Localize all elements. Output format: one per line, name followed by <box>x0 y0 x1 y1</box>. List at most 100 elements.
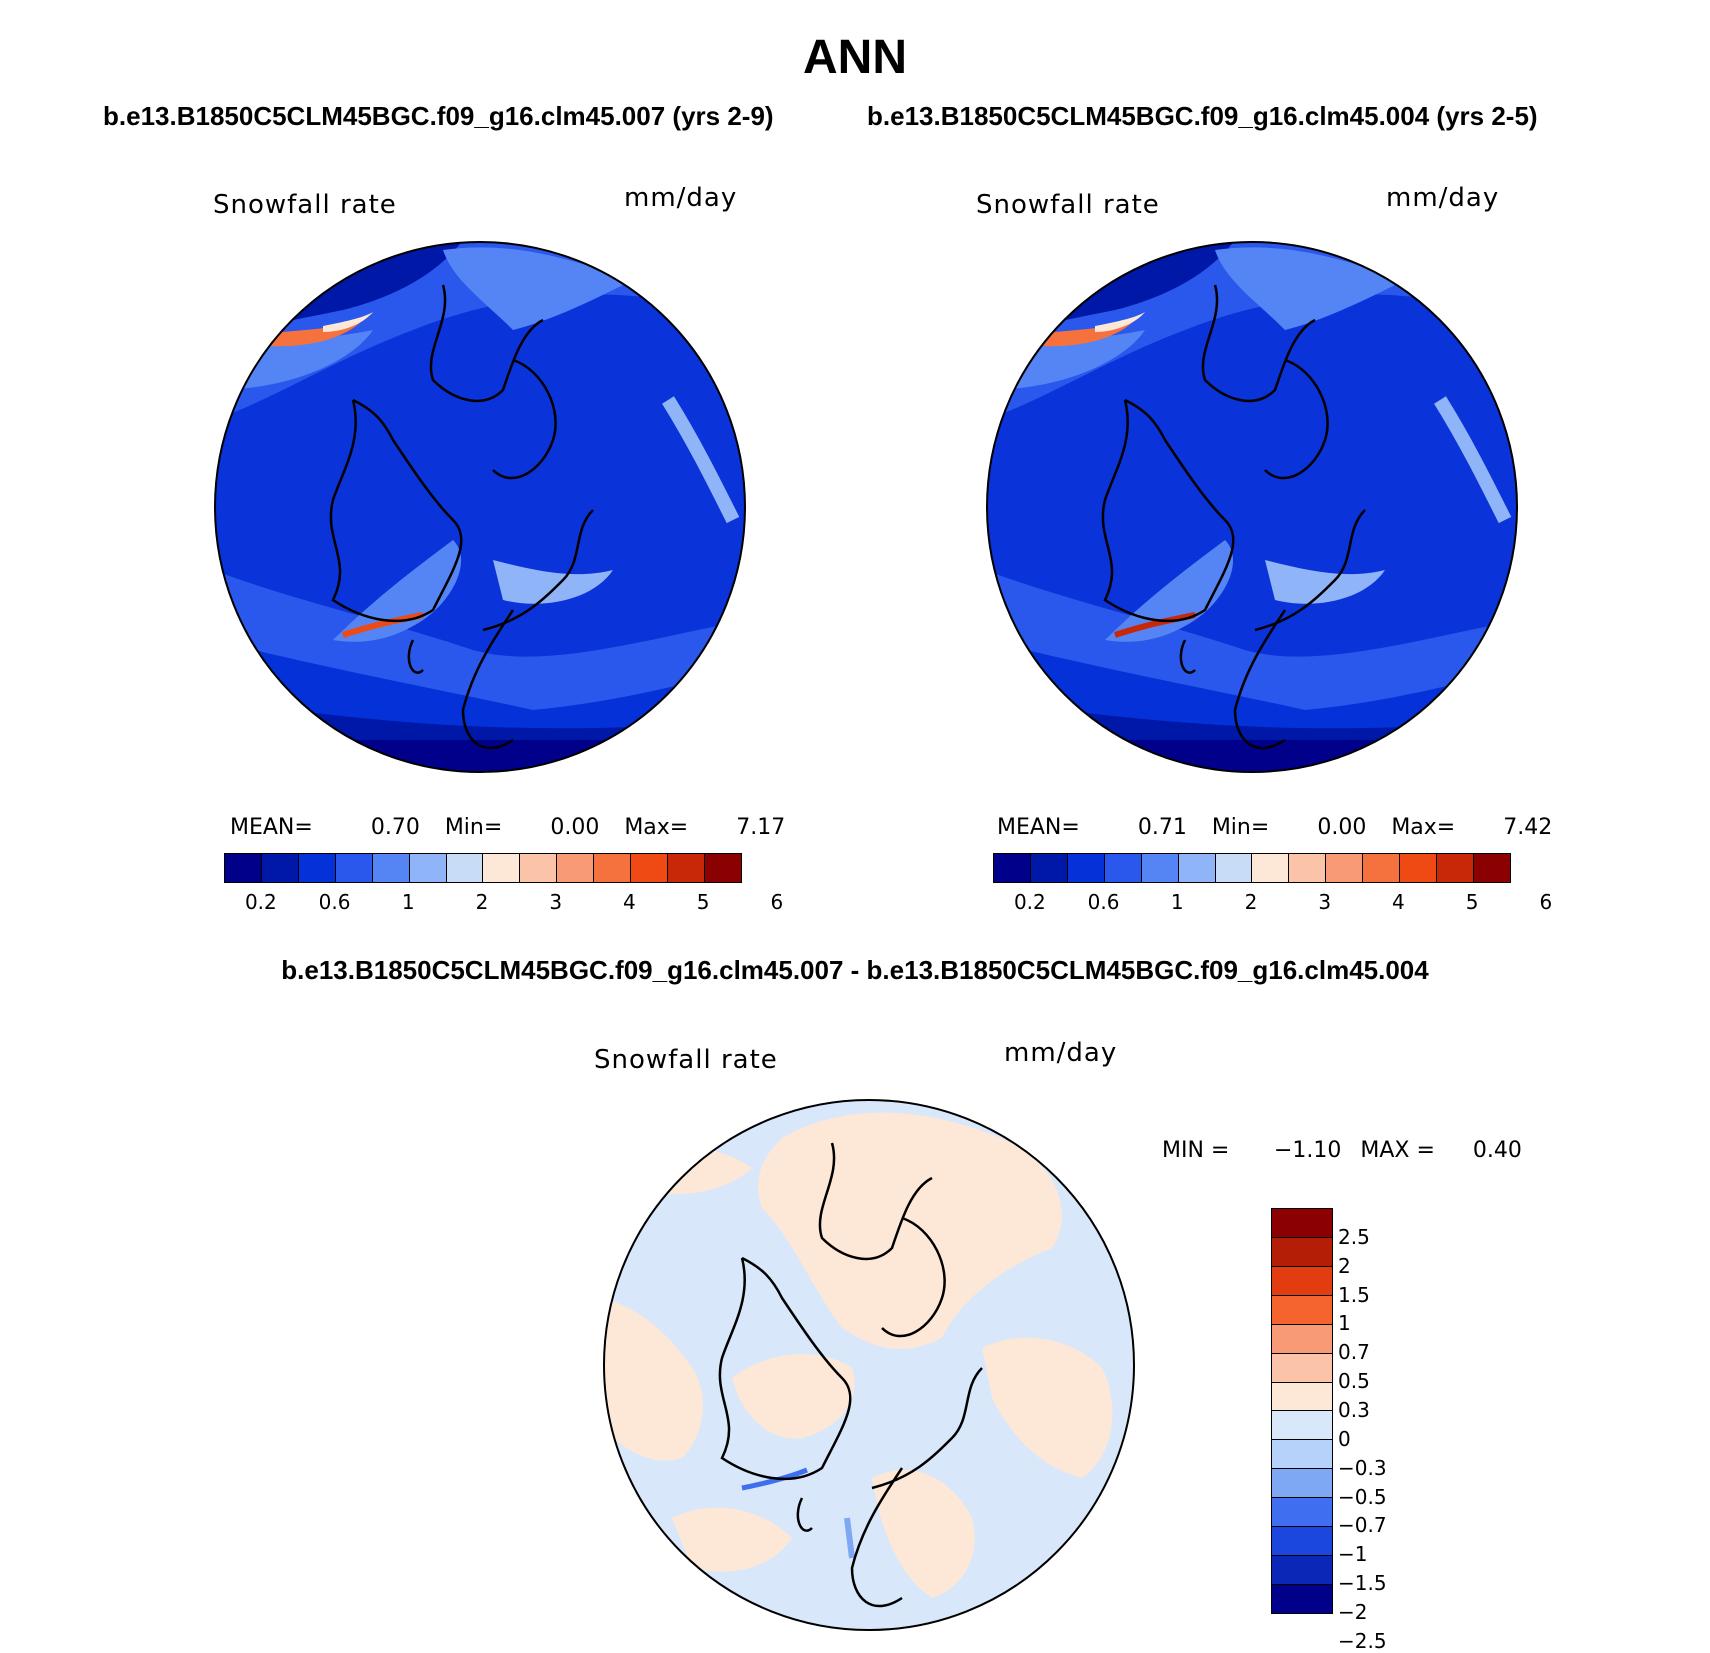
colorbar-tick-label: 4 <box>1392 890 1405 914</box>
colorbar-swatch <box>372 854 410 882</box>
colorbar-swatch <box>446 854 484 882</box>
colorbar-swatch <box>1272 1382 1332 1412</box>
colorbar-tick-label: 4 <box>623 890 636 914</box>
colorbar-tick-label: 5 <box>1465 890 1479 914</box>
left-units-label: mm/day <box>624 183 738 213</box>
colorbar-swatch <box>1272 1556 1332 1585</box>
colorbar-swatch <box>1178 854 1216 882</box>
colorbar-tick-label: 2 <box>1338 1253 1351 1278</box>
colorbar-tick-label: 2 <box>475 890 489 914</box>
colorbar-tick-label: −0.7 <box>1338 1513 1387 1538</box>
colorbar-tick-label: 0.7 <box>1338 1340 1370 1365</box>
colorbar-tick-label: 0.2 <box>1013 890 1046 914</box>
colorbar-tick-label: −2.5 <box>1338 1628 1387 1653</box>
colorbar-tick-label: 6 <box>770 890 784 914</box>
diff-max-label: MAX = <box>1360 1138 1435 1163</box>
colorbar-tick-label: −1.5 <box>1338 1571 1387 1596</box>
colorbar-tick-label: −1 <box>1338 1542 1368 1567</box>
colorbar-swatch <box>557 854 595 882</box>
colorbar-swatch <box>631 854 669 882</box>
snowfall-difference-map <box>603 1099 1135 1631</box>
colorbar-swatch <box>335 854 373 882</box>
colorbar-swatch <box>1141 854 1179 882</box>
left-stats: MEAN= 0.70 Min= 0.00 Max= 7.17 <box>230 815 785 840</box>
panel-left-header: b.e13.B1850C5CLM45BGC.f09_g16.clm45.007 … <box>103 101 774 131</box>
colorbar-swatch <box>1400 854 1438 882</box>
left-variable-label: Snowfall rate <box>213 190 397 220</box>
colorbar-tick-label: 3 <box>549 890 563 914</box>
colorbar-swatch <box>1272 1498 1332 1528</box>
colorbar-swatch <box>1215 854 1253 882</box>
left-mean-value: 0.70 <box>370 815 420 840</box>
right-units-label: mm/day <box>1386 183 1500 213</box>
diff-units-label: mm/day <box>1004 1038 1118 1068</box>
snowfall-map-right <box>986 241 1518 773</box>
colorbar-swatch <box>1272 1237 1332 1267</box>
colorbar-swatch <box>1272 1266 1332 1296</box>
right-mean-label: MEAN= <box>997 815 1080 840</box>
right-min-label: Min= <box>1211 815 1270 840</box>
colorbar-swatch <box>483 854 521 882</box>
left-max-value: 7.17 <box>736 815 786 840</box>
colorbar-tick-label: 0.6 <box>318 890 351 914</box>
colorbar-tick-label: 0.2 <box>244 890 277 914</box>
colorbar-left <box>224 853 742 883</box>
colorbar-swatch <box>520 854 558 882</box>
colorbar-swatch <box>1272 1527 1332 1557</box>
colorbar-tick-label: 1 <box>401 890 415 914</box>
colorbar-swatch <box>1067 854 1105 882</box>
diff-min-value: −1.10 <box>1273 1138 1342 1163</box>
right-mean-value: 0.71 <box>1137 815 1187 840</box>
colorbar-difference-labels: 2.5 2 1.5 1 0.7 0.5 0.3 0 −0.3 −0.5 −0.7 −1 −1.5 −2 −2… <box>1338 1208 1418 1653</box>
colorbar-tick-label: 6 <box>1539 890 1553 914</box>
colorbar-swatch <box>1272 1324 1332 1354</box>
colorbar-swatch <box>1272 1469 1332 1499</box>
colorbar-tick-label: −0.3 <box>1338 1455 1387 1480</box>
panel-diff-header: b.e13.B1850C5CLM45BGC.f09_g16.clm45.007 … <box>281 955 1429 985</box>
colorbar-tick-label: 5 <box>696 890 710 914</box>
colorbar-swatch <box>1437 854 1474 882</box>
colorbar-swatch <box>1272 1411 1332 1441</box>
colorbar-tick-label: 0.3 <box>1338 1398 1370 1422</box>
right-max-label: Max= <box>1391 815 1456 840</box>
colorbar-swatch <box>1272 1440 1332 1470</box>
right-stats: MEAN= 0.71 Min= 0.00 Max= 7.42 <box>997 815 1552 840</box>
colorbar-swatch <box>1289 854 1327 882</box>
right-variable-label: Snowfall rate <box>976 190 1160 220</box>
diff-stats: MIN = −1.10 MAX = 0.40 <box>1162 1138 1522 1163</box>
diff-min-label: MIN = <box>1162 1138 1230 1163</box>
right-min-value: 0.00 <box>1317 815 1367 840</box>
colorbar-swatch <box>704 854 741 882</box>
left-min-label: Min= <box>444 815 503 840</box>
colorbar-swatch <box>668 854 705 882</box>
colorbar-tick-label: 1 <box>1170 890 1184 914</box>
colorbar-right <box>993 853 1511 883</box>
colorbar-tick-label: 1 <box>1338 1311 1351 1336</box>
colorbar-tick-label: −0.5 <box>1338 1484 1387 1509</box>
left-mean-label: MEAN= <box>230 815 313 840</box>
colorbar-left-labels: 0.2 0.6 1 2 3 4 5 6 <box>224 890 783 916</box>
colorbar-swatch <box>1252 854 1290 882</box>
colorbar-swatch <box>225 854 262 882</box>
colorbar-swatch <box>1104 854 1142 882</box>
right-max-value: 7.42 <box>1503 815 1553 840</box>
diff-variable-label: Snowfall rate <box>594 1045 778 1075</box>
colorbar-swatch <box>1473 854 1510 882</box>
left-max-label: Max= <box>624 815 689 840</box>
colorbar-tick-label: 0.6 <box>1087 890 1120 914</box>
colorbar-swatch <box>1363 854 1401 882</box>
colorbar-swatch <box>409 854 447 882</box>
panel-right-header: b.e13.B1850C5CLM45BGC.f09_g16.clm45.004 … <box>867 101 1538 131</box>
colorbar-swatch <box>594 854 632 882</box>
left-min-value: 0.00 <box>550 815 600 840</box>
colorbar-swatch <box>994 854 1031 882</box>
colorbar-swatch <box>1272 1584 1332 1613</box>
colorbar-tick-label: 2 <box>1244 890 1258 914</box>
colorbar-tick-label: 2.5 <box>1338 1224 1370 1249</box>
colorbar-tick-label: −2 <box>1338 1600 1368 1624</box>
figure-title: ANN <box>803 31 907 84</box>
colorbar-swatch <box>1326 854 1364 882</box>
diff-max-value: 0.40 <box>1472 1138 1522 1163</box>
colorbar-swatch <box>1272 1353 1332 1383</box>
colorbar-swatch <box>298 854 336 882</box>
